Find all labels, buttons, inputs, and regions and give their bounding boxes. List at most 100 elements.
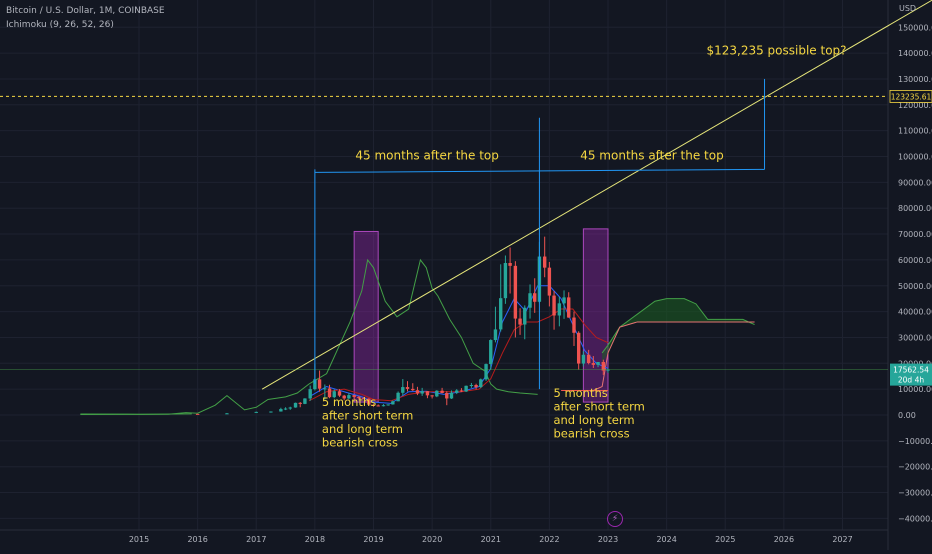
annotation-2-line-2: after short term [553,399,644,413]
candle-body[interactable] [396,393,399,402]
candle-body[interactable] [484,364,487,379]
candle-body[interactable] [284,409,287,410]
y-tick-label: 10000.00 [898,385,932,394]
candle-body[interactable] [552,296,555,316]
annotation-1-line-2: after short term [322,408,413,422]
currency-label: USD [899,4,916,13]
countdown-text: 20d 4h [898,376,924,385]
candle-body[interactable] [460,390,463,391]
candle-body[interactable] [391,401,394,404]
candle-body[interactable] [562,297,565,303]
candle-body[interactable] [470,385,473,386]
candle-body[interactable] [426,391,429,395]
candle-body[interactable] [299,403,302,404]
candle-body[interactable] [489,340,492,364]
candle-body[interactable] [582,355,585,364]
y-tick-label: 40000.00 [898,308,932,317]
candle-body[interactable] [376,405,379,406]
flash-icon[interactable]: ⚡ [607,511,623,527]
candle-body[interactable] [196,414,199,415]
y-tick-label: 50000.00 [898,282,932,291]
annotation-3-line-1: $123,235 possible top? [706,43,846,57]
candle-body[interactable] [255,412,258,413]
annotation-1-line-3: and long term [322,422,403,436]
candle-body[interactable] [528,293,531,307]
x-tick-label: 2017 [246,535,266,544]
candle-body[interactable] [269,412,272,413]
candle-body[interactable] [386,404,389,405]
y-tick-label: −40000.00 [898,514,932,523]
candle-body[interactable] [479,379,482,387]
candle-body[interactable] [587,355,590,363]
candle-body[interactable] [474,385,477,387]
x-tick-label: 2016 [187,535,207,544]
x-tick-label: 2024 [656,535,676,544]
candle-body[interactable] [572,318,575,333]
y-tick-label: 60000.00 [898,256,932,265]
candle-body[interactable] [504,263,507,298]
measure-label-1: 45 months after the top [355,148,498,162]
candle-body[interactable] [455,390,458,392]
x-tick-label: 2018 [305,535,325,544]
candle-body[interactable] [558,303,561,315]
candle-body[interactable] [602,362,605,371]
candle-body[interactable] [450,393,453,399]
candle-body[interactable] [518,319,521,325]
candle-body[interactable] [406,387,409,389]
candle-body[interactable] [548,268,551,296]
x-tick-label: 2021 [481,535,501,544]
indicator-legend[interactable]: Ichimoku (9, 26, 52, 26) [6,20,114,30]
candle-body[interactable] [596,362,599,365]
candle-body[interactable] [225,413,228,414]
x-tick-label: 2019 [363,535,383,544]
y-tick-label: 110000.00 [898,127,932,136]
y-tick-label: 0.00 [898,411,916,420]
candle-body[interactable] [308,389,311,398]
candle-body[interactable] [416,390,419,393]
annotation-2-line-1: 5 months [553,386,607,400]
candle-body[interactable] [567,297,570,317]
candle-body[interactable] [435,391,438,397]
y-tick-label: 150000.00 [898,23,932,32]
candle-body[interactable] [514,266,517,319]
candle-body[interactable] [411,389,414,390]
candle-body[interactable] [318,379,321,388]
candle-body[interactable] [543,257,546,268]
candle-body[interactable] [289,408,292,409]
y-tick-label: 80000.00 [898,204,932,213]
candle-body[interactable] [420,391,423,393]
y-tick-label: 90000.00 [898,178,932,187]
candle-body[interactable] [323,388,326,389]
symbol-title: Bitcoin / U.S. Dollar, 1M, COINBASE [6,6,165,16]
y-tick-label: −20000.00 [898,463,932,472]
annotation-1-line-4: bearish cross [322,435,398,449]
candle-body[interactable] [508,263,511,266]
candle-body[interactable] [294,403,297,408]
candle-body[interactable] [577,333,580,364]
candle-body[interactable] [592,363,595,365]
annotation-2-line-3: and long term [553,413,634,427]
candle-body[interactable] [464,386,467,392]
candle-body[interactable] [445,393,448,398]
candle-body[interactable] [499,298,502,329]
x-tick-label: 2020 [422,535,442,544]
candle-body[interactable] [523,308,526,325]
candle-body[interactable] [279,409,282,411]
candle-body[interactable] [401,387,404,393]
candle-body[interactable] [494,329,497,340]
candle-body[interactable] [382,405,385,406]
candle-body[interactable] [303,398,306,403]
x-tick-label: 2015 [129,535,149,544]
y-tick-label: 30000.00 [898,333,932,342]
highlight-zone[interactable] [354,231,378,402]
candle-body[interactable] [533,293,536,302]
x-tick-label: 2022 [539,535,559,544]
candle-body[interactable] [440,391,443,393]
candle-body[interactable] [430,395,433,396]
x-tick-label: 2026 [774,535,794,544]
annotation-1-line-1: 5 months [322,395,376,409]
y-tick-label: 130000.00 [898,75,932,84]
